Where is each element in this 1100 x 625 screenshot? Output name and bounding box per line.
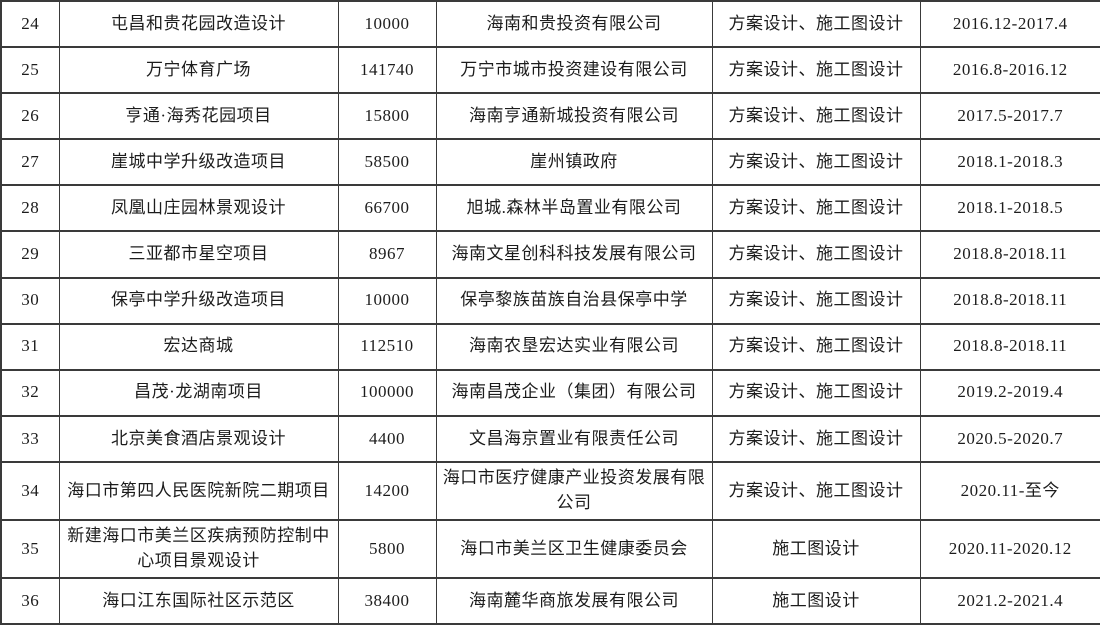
design-scope-cell: 方案设计、施工图设计: [711, 276, 921, 325]
table-row: 29 三亚都市星空项目 8967 海南文星创科科技发展有限公司 方案设计、施工图…: [0, 230, 1100, 279]
design-scope-cell: 方案设计、施工图设计: [711, 92, 921, 141]
project-name-cell: 海口江东国际社区示范区: [58, 576, 339, 625]
table-row: 30 保亭中学升级改造项目 10000 保亭黎族苗族自治县保亭中学 方案设计、施…: [0, 276, 1100, 325]
project-name-cell: 宏达商城: [58, 322, 339, 371]
area-cell: 10000: [337, 0, 437, 49]
period-cell: 2020.11-至今: [919, 460, 1100, 521]
client-cell: 海南麓华商旅发展有限公司: [435, 576, 713, 625]
table-row: 24 屯昌和贵花园改造设计 10000 海南和贵投资有限公司 方案设计、施工图设…: [0, 0, 1100, 49]
design-scope-cell: 方案设计、施工图设计: [711, 46, 921, 95]
table-row: 36 海口江东国际社区示范区 38400 海南麓华商旅发展有限公司 施工图设计 …: [0, 576, 1100, 625]
project-name-cell: 保亭中学升级改造项目: [58, 276, 339, 325]
area-cell: 38400: [337, 576, 437, 625]
area-cell: 8967: [337, 230, 437, 279]
client-cell: 海口市医疗健康产业投资发展有限公司: [435, 460, 713, 521]
area-cell: 5800: [337, 518, 437, 579]
client-cell: 海南和贵投资有限公司: [435, 0, 713, 49]
row-index-cell: 34: [0, 460, 60, 521]
design-scope-cell: 方案设计、施工图设计: [711, 368, 921, 417]
period-cell: 2017.5-2017.7: [919, 92, 1100, 141]
client-cell: 海南昌茂企业（集团）有限公司: [435, 368, 713, 417]
table-row: 33 北京美食酒店景观设计 4400 文昌海京置业有限责任公司 方案设计、施工图…: [0, 414, 1100, 463]
table-row: 32 昌茂·龙湖南项目 100000 海南昌茂企业（集团）有限公司 方案设计、施…: [0, 368, 1100, 417]
area-cell: 15800: [337, 92, 437, 141]
area-cell: 100000: [337, 368, 437, 417]
project-name-cell: 三亚都市星空项目: [58, 230, 339, 279]
table-row: 26 亨通·海秀花园项目 15800 海南亨通新城投资有限公司 方案设计、施工图…: [0, 92, 1100, 141]
period-cell: 2016.8-2016.12: [919, 46, 1100, 95]
client-cell: 海南农垦宏达实业有限公司: [435, 322, 713, 371]
project-name-cell: 凤凰山庄园林景观设计: [58, 184, 339, 233]
client-cell: 崖州镇政府: [435, 138, 713, 187]
area-cell: 4400: [337, 414, 437, 463]
project-name-cell: 万宁体育广场: [58, 46, 339, 95]
period-cell: 2020.11-2020.12: [919, 518, 1100, 579]
project-name-cell: 北京美食酒店景观设计: [58, 414, 339, 463]
period-cell: 2021.2-2021.4: [919, 576, 1100, 625]
area-cell: 66700: [337, 184, 437, 233]
client-cell: 保亭黎族苗族自治县保亭中学: [435, 276, 713, 325]
period-cell: 2018.8-2018.11: [919, 230, 1100, 279]
project-name-cell: 亨通·海秀花园项目: [58, 92, 339, 141]
row-index-cell: 29: [0, 230, 60, 279]
client-cell: 万宁市城市投资建设有限公司: [435, 46, 713, 95]
project-name-cell: 新建海口市美兰区疾病预防控制中心项目景观设计: [58, 518, 339, 579]
area-cell: 10000: [337, 276, 437, 325]
period-cell: 2016.12-2017.4: [919, 0, 1100, 49]
period-cell: 2018.1-2018.5: [919, 184, 1100, 233]
client-cell: 旭城.森林半岛置业有限公司: [435, 184, 713, 233]
row-index-cell: 30: [0, 276, 60, 325]
area-cell: 112510: [337, 322, 437, 371]
design-scope-cell: 方案设计、施工图设计: [711, 184, 921, 233]
design-scope-cell: 方案设计、施工图设计: [711, 230, 921, 279]
design-scope-cell: 施工图设计: [711, 576, 921, 625]
row-index-cell: 36: [0, 576, 60, 625]
design-scope-cell: 方案设计、施工图设计: [711, 460, 921, 521]
row-index-cell: 32: [0, 368, 60, 417]
period-cell: 2020.5-2020.7: [919, 414, 1100, 463]
design-scope-cell: 方案设计、施工图设计: [711, 414, 921, 463]
area-cell: 58500: [337, 138, 437, 187]
client-cell: 文昌海京置业有限责任公司: [435, 414, 713, 463]
design-scope-cell: 施工图设计: [711, 518, 921, 579]
row-index-cell: 35: [0, 518, 60, 579]
project-name-cell: 崖城中学升级改造项目: [58, 138, 339, 187]
period-cell: 2018.8-2018.11: [919, 322, 1100, 371]
table-row: 34 海口市第四人民医院新院二期项目 14200 海口市医疗健康产业投资发展有限…: [0, 460, 1100, 521]
table-row: 27 崖城中学升级改造项目 58500 崖州镇政府 方案设计、施工图设计 201…: [0, 138, 1100, 187]
design-scope-cell: 方案设计、施工图设计: [711, 0, 921, 49]
table-row: 25 万宁体育广场 141740 万宁市城市投资建设有限公司 方案设计、施工图设…: [0, 46, 1100, 95]
design-scope-cell: 方案设计、施工图设计: [711, 138, 921, 187]
project-name-cell: 昌茂·龙湖南项目: [58, 368, 339, 417]
design-scope-cell: 方案设计、施工图设计: [711, 322, 921, 371]
row-index-cell: 33: [0, 414, 60, 463]
client-cell: 海口市美兰区卫生健康委员会: [435, 518, 713, 579]
row-index-cell: 26: [0, 92, 60, 141]
row-index-cell: 24: [0, 0, 60, 49]
period-cell: 2018.8-2018.11: [919, 276, 1100, 325]
table-row: 28 凤凰山庄园林景观设计 66700 旭城.森林半岛置业有限公司 方案设计、施…: [0, 184, 1100, 233]
row-index-cell: 31: [0, 322, 60, 371]
row-index-cell: 28: [0, 184, 60, 233]
row-index-cell: 27: [0, 138, 60, 187]
row-index-cell: 25: [0, 46, 60, 95]
client-cell: 海南文星创科科技发展有限公司: [435, 230, 713, 279]
area-cell: 14200: [337, 460, 437, 521]
table-row: 31 宏达商城 112510 海南农垦宏达实业有限公司 方案设计、施工图设计 2…: [0, 322, 1100, 371]
project-name-cell: 海口市第四人民医院新院二期项目: [58, 460, 339, 521]
period-cell: 2019.2-2019.4: [919, 368, 1100, 417]
period-cell: 2018.1-2018.3: [919, 138, 1100, 187]
area-cell: 141740: [337, 46, 437, 95]
project-name-cell: 屯昌和贵花园改造设计: [58, 0, 339, 49]
client-cell: 海南亨通新城投资有限公司: [435, 92, 713, 141]
table-row: 35 新建海口市美兰区疾病预防控制中心项目景观设计 5800 海口市美兰区卫生健…: [0, 518, 1100, 579]
